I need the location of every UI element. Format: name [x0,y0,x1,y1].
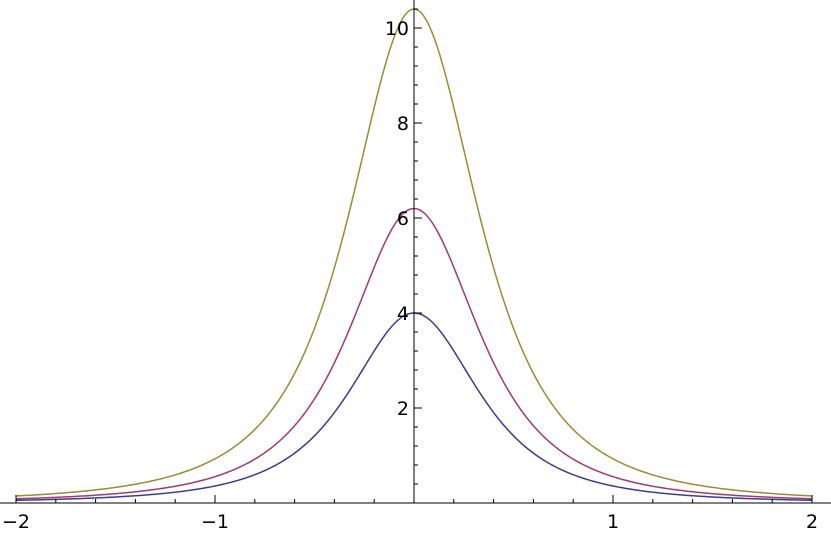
labels-layer: −2 −1 1 2 2 4 6 8 10 [2,18,818,533]
x-tick-label: 2 [806,511,818,533]
x-tick-label: −2 [2,511,30,533]
y-tick-label: 6 [397,208,409,230]
x-tick-label: 1 [607,511,619,533]
y-tick-label: 4 [397,303,409,325]
y-tick-label: 10 [385,18,409,40]
y-tick-label: 8 [397,113,409,135]
axes-layer [0,0,831,504]
y-tick-label: 2 [397,398,409,420]
x-tick-label: −1 [201,511,229,533]
